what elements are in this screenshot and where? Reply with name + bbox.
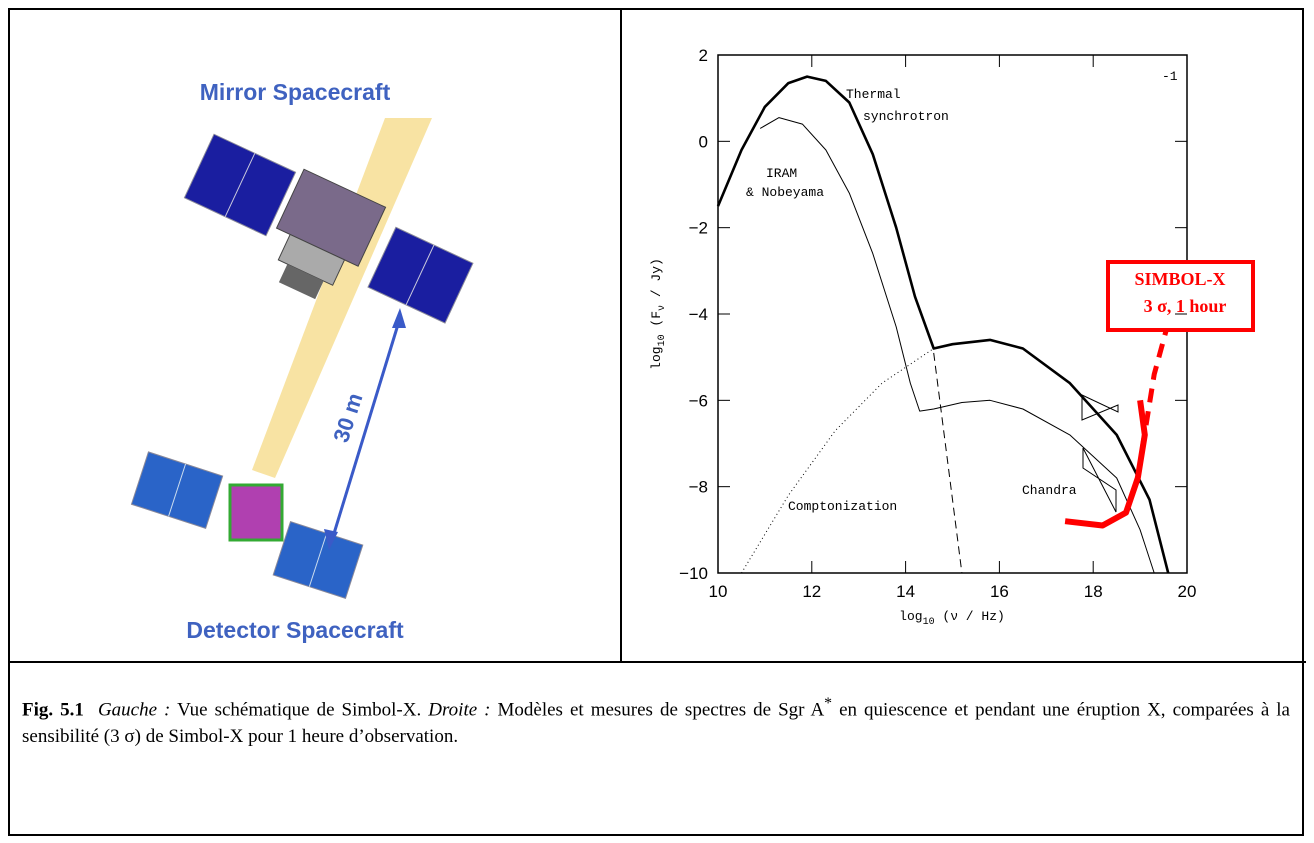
x-tick-label: 16 xyxy=(990,582,1009,601)
annotation: Chandra xyxy=(1022,483,1077,498)
caption: Fig. 5.1 Gauche : Vue schématique de Sim… xyxy=(22,690,1290,750)
curve xyxy=(716,75,1170,574)
curve xyxy=(741,348,934,574)
y-tick-label: 2 xyxy=(699,46,708,65)
top-label: Mirror Spacecraft xyxy=(200,79,391,105)
x-axis-label: log10 (ν / Hz) xyxy=(899,609,1005,628)
y-tick-label: −4 xyxy=(689,305,708,324)
y-tick-label: −8 xyxy=(689,478,708,497)
caption-sup: * xyxy=(824,695,833,712)
y-tick-label: −2 xyxy=(689,219,708,238)
x-tick-label: 14 xyxy=(896,582,915,601)
sensitivity-box xyxy=(1106,260,1255,332)
figure-frame xyxy=(8,8,1304,836)
sensitivity-label: 3 σ, 1 hour xyxy=(1144,296,1227,316)
caption-text: Vue schématique de Simbol-X. xyxy=(170,699,429,721)
curve xyxy=(933,352,963,574)
annotation: Thermal xyxy=(846,87,901,102)
sensitivity-label: SIMBOL-X xyxy=(1134,269,1225,289)
y-tick-label: −10 xyxy=(679,564,708,583)
caption-label: Fig. 5.1 xyxy=(22,699,84,721)
y-tick-label: 0 xyxy=(699,132,708,151)
x-tick-label: 20 xyxy=(1178,582,1197,601)
spacecraft-illustration xyxy=(130,118,474,600)
annotation: IRAM xyxy=(766,166,797,181)
caption-text: Modèles et mesures de spectres de Sgr A xyxy=(490,699,825,721)
caption-tag: Droite : xyxy=(428,699,491,721)
curve xyxy=(759,117,1155,574)
x-tick-label: 12 xyxy=(802,582,821,601)
annotation: & Nobeyama xyxy=(746,185,824,200)
x-tick-label: 10 xyxy=(709,582,728,601)
distance-label: 30 m xyxy=(328,390,367,445)
annotation: -1 xyxy=(1162,69,1178,84)
y-axis-label: log10 (Fν / Jy) xyxy=(649,258,668,370)
x-tick-label: 18 xyxy=(1084,582,1103,601)
chandra-bowties xyxy=(1081,394,1119,513)
annotation: synchrotron xyxy=(863,109,949,124)
y-tick-label: −6 xyxy=(689,391,708,410)
annotation: Comptonization xyxy=(788,499,897,514)
bottom-label: Detector Spacecraft xyxy=(186,617,404,643)
caption-tag: Gauche : xyxy=(97,699,171,721)
curve xyxy=(1139,330,1169,449)
caption-text: en quiescence et pendant une éruption X,… xyxy=(22,699,1290,748)
curve xyxy=(1064,399,1148,529)
